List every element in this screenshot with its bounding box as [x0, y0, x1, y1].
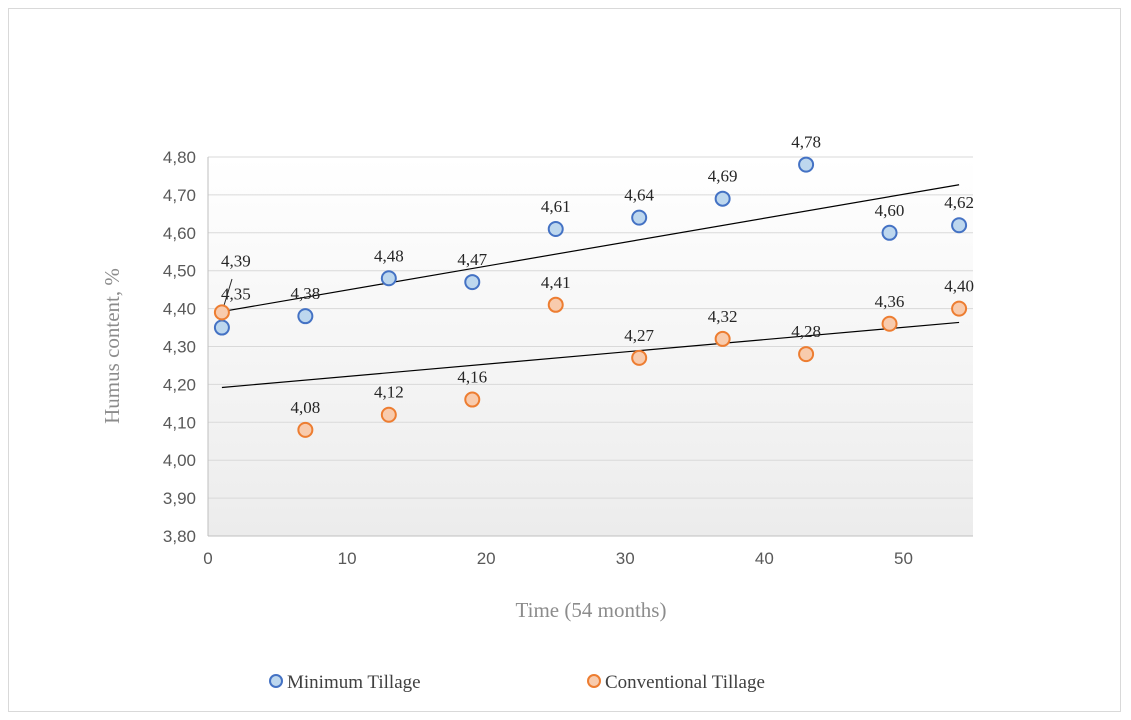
data-label: 4,40: [944, 277, 974, 296]
data-point: [798, 156, 815, 173]
data-point: [380, 270, 397, 287]
data-point: [213, 319, 230, 336]
data-label: 4,60: [875, 201, 905, 220]
y-tick-label: 4,80: [163, 148, 196, 167]
trendline: [221, 184, 960, 313]
y-tick-label: 4,70: [163, 186, 196, 205]
data-label: 4,62: [944, 193, 974, 212]
x-tick-label: 20: [477, 549, 496, 568]
data-point: [297, 421, 314, 438]
data-label: 4,08: [290, 398, 320, 417]
legend-label: Conventional Tillage: [605, 672, 765, 693]
data-point: [631, 349, 648, 366]
y-tick-label: 3,80: [163, 527, 196, 546]
x-axis-title: Time (54 months): [516, 598, 667, 622]
data-point: [547, 221, 564, 238]
data-label: 4,47: [457, 250, 487, 269]
data-label: 4,78: [791, 133, 821, 152]
plot-area: 3,80 3,90 4,00 4,10 4,20 4,30 4,40 4,50 4,60 4,70…: [163, 133, 974, 568]
y-tick-label: 4,20: [163, 375, 196, 394]
data-point: [881, 315, 898, 332]
data-label: 4,27: [624, 326, 654, 345]
x-tick-label: 30: [616, 549, 635, 568]
data-label: 4,41: [541, 273, 571, 292]
y-axis-title: Humus content, %: [100, 268, 124, 424]
y-tick-label: 4,30: [163, 338, 196, 357]
data-point: [951, 217, 968, 234]
x-tick-label: 50: [894, 549, 913, 568]
data-label: 4,16: [457, 368, 487, 387]
data-label: 4,35: [221, 285, 251, 304]
data-point: [951, 300, 968, 317]
legend: Minimum Tillage Conventional Tillage: [269, 672, 765, 693]
data-point: [213, 304, 230, 321]
data-point: [798, 346, 815, 363]
data-label: 4,38: [290, 284, 320, 303]
data-point: [714, 330, 731, 347]
data-label: 4,28: [791, 322, 821, 341]
x-tick-label: 40: [755, 549, 774, 568]
data-label: 4,48: [374, 246, 404, 265]
data-point: [464, 274, 481, 291]
data-point: [297, 308, 314, 325]
legend-marker: [587, 674, 601, 688]
data-label: 4,39: [221, 251, 251, 270]
y-tick-label: 4,60: [163, 224, 196, 243]
data-point: [714, 190, 731, 207]
y-tick-label: 4,10: [163, 413, 196, 432]
data-label: 4,69: [708, 167, 738, 186]
legend-label: Minimum Tillage: [287, 672, 421, 693]
y-tick-label: 4,00: [163, 451, 196, 470]
data-label: 4,64: [624, 186, 654, 205]
data-point: [547, 296, 564, 313]
y-tick-label: 4,50: [163, 262, 196, 281]
data-label: 4,61: [541, 197, 571, 216]
trendline: [221, 321, 960, 389]
y-tick-label: 4,40: [163, 300, 196, 319]
data-label: 4,12: [374, 383, 404, 402]
data-point: [380, 406, 397, 423]
data-label: 4,32: [708, 307, 738, 326]
data-point: [631, 209, 648, 226]
legend-marker: [269, 674, 283, 688]
x-tick-label: 10: [338, 549, 357, 568]
data-label: 4,36: [875, 292, 905, 311]
data-point: [464, 391, 481, 408]
x-tick-label: 0: [203, 549, 212, 568]
data-point: [881, 224, 898, 241]
y-tick-label: 3,90: [163, 489, 196, 508]
